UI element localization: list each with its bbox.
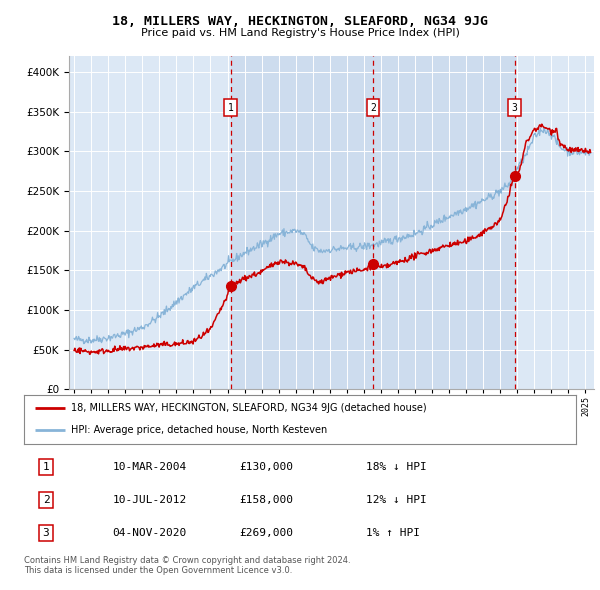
Bar (373, 56, 515, 389)
Text: This data is licensed under the Open Government Licence v3.0.: This data is licensed under the Open Gov… (24, 566, 292, 575)
Text: 2: 2 (43, 495, 49, 505)
Text: 04-NOV-2020: 04-NOV-2020 (112, 528, 187, 538)
Text: £130,000: £130,000 (239, 462, 293, 472)
Text: 12% ↓ HPI: 12% ↓ HPI (366, 495, 427, 505)
Text: Contains HM Land Registry data © Crown copyright and database right 2024.: Contains HM Land Registry data © Crown c… (24, 556, 350, 565)
Text: 10-JUL-2012: 10-JUL-2012 (112, 495, 187, 505)
Text: 3: 3 (512, 103, 518, 113)
Text: 1: 1 (228, 103, 233, 113)
Text: 18, MILLERS WAY, HECKINGTON, SLEAFORD, NG34 9JG: 18, MILLERS WAY, HECKINGTON, SLEAFORD, N… (112, 15, 488, 28)
Text: Price paid vs. HM Land Registry's House Price Index (HPI): Price paid vs. HM Land Registry's House … (140, 28, 460, 38)
Text: 10-MAR-2004: 10-MAR-2004 (112, 462, 187, 472)
Text: HPI: Average price, detached house, North Kesteven: HPI: Average price, detached house, Nort… (71, 425, 327, 435)
Text: 1: 1 (43, 462, 49, 472)
Text: 1% ↑ HPI: 1% ↑ HPI (366, 528, 420, 538)
Text: £158,000: £158,000 (239, 495, 293, 505)
Text: 2: 2 (370, 103, 376, 113)
Bar (231, 56, 373, 389)
Text: 18, MILLERS WAY, HECKINGTON, SLEAFORD, NG34 9JG (detached house): 18, MILLERS WAY, HECKINGTON, SLEAFORD, N… (71, 404, 427, 414)
Text: 18% ↓ HPI: 18% ↓ HPI (366, 462, 427, 472)
Text: £269,000: £269,000 (239, 528, 293, 538)
Text: 3: 3 (43, 528, 49, 538)
